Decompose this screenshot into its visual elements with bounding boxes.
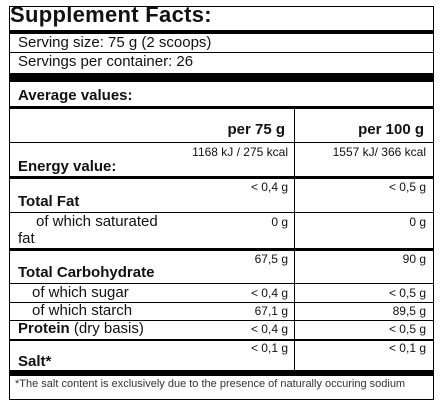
footer-divider — [9, 370, 434, 376]
saturated-fat-label-line1: of which saturated — [36, 213, 158, 230]
starch-per-75g: 67,1 g — [254, 304, 288, 318]
serving-size: Serving size: 75 g (2 scoops) — [18, 34, 212, 51]
total-carbohydrate-label: Total Carbohydrate — [18, 264, 155, 281]
saturated-fat-per-100g: 0 g — [409, 215, 426, 229]
sugar-label: of which sugar — [32, 284, 129, 301]
protein-per-100g: < 0,5 g — [388, 322, 426, 336]
panel-title: Supplement Facts: — [10, 2, 212, 27]
divider — [9, 320, 434, 321]
protein-label: Protein (dry basis) — [18, 320, 144, 337]
supplement-facts-panel — [9, 6, 434, 400]
header-divider — [9, 106, 434, 109]
divider — [9, 212, 434, 213]
protein-label-normal: (dry basis) — [69, 320, 144, 337]
total-fat-label: Total Fat — [18, 193, 80, 210]
protein-label-bold: Protein — [18, 320, 70, 337]
column-divider — [294, 109, 295, 371]
salt-per-100g: < 0,1 g — [388, 341, 426, 355]
divider — [9, 283, 434, 284]
sugar-per-75g: < 0,4 g — [250, 286, 288, 300]
sugar-per-100g: < 0,5 g — [388, 286, 426, 300]
salt-per-75g: < 0,1 g — [250, 341, 288, 355]
total-carbohydrate-per-100g: 90 g — [402, 252, 426, 266]
protein-per-75g: < 0,4 g — [250, 322, 288, 336]
saturated-fat-per-75g: 0 g — [271, 215, 288, 229]
salt-footnote: *The salt content is exclusively due to … — [15, 378, 406, 390]
starch-label: of which starch — [32, 302, 133, 319]
col-header-per-100g: per 100 g — [358, 121, 424, 138]
total-fat-per-100g: < 0,5 g — [388, 180, 426, 194]
total-carbohydrate-per-75g: 67,5 g — [254, 252, 288, 266]
energy-label: Energy value: — [18, 158, 117, 175]
saturated-fat-label-line2: fat — [18, 230, 35, 247]
total-fat-per-75g: < 0,4 g — [250, 180, 288, 194]
row-divider-thick — [9, 339, 434, 341]
row-divider-thick — [9, 248, 434, 251]
section-divider — [9, 73, 434, 82]
row-divider-thick — [9, 176, 434, 179]
energy-per-100g: 1557 kJ/ 366 kcal — [332, 145, 426, 159]
salt-label: Salt* — [18, 353, 52, 370]
col-header-per-75g: per 75 g — [227, 121, 285, 138]
starch-per-100g: 89,5 g — [392, 304, 426, 318]
divider — [9, 302, 434, 303]
servings-per-container: Servings per container: 26 — [18, 53, 194, 70]
average-values-heading: Average values: — [18, 87, 133, 104]
divider — [9, 142, 434, 143]
energy-per-75g: 1168 kJ / 275 kcal — [192, 145, 288, 159]
title-divider — [9, 30, 434, 34]
divider — [9, 52, 434, 53]
